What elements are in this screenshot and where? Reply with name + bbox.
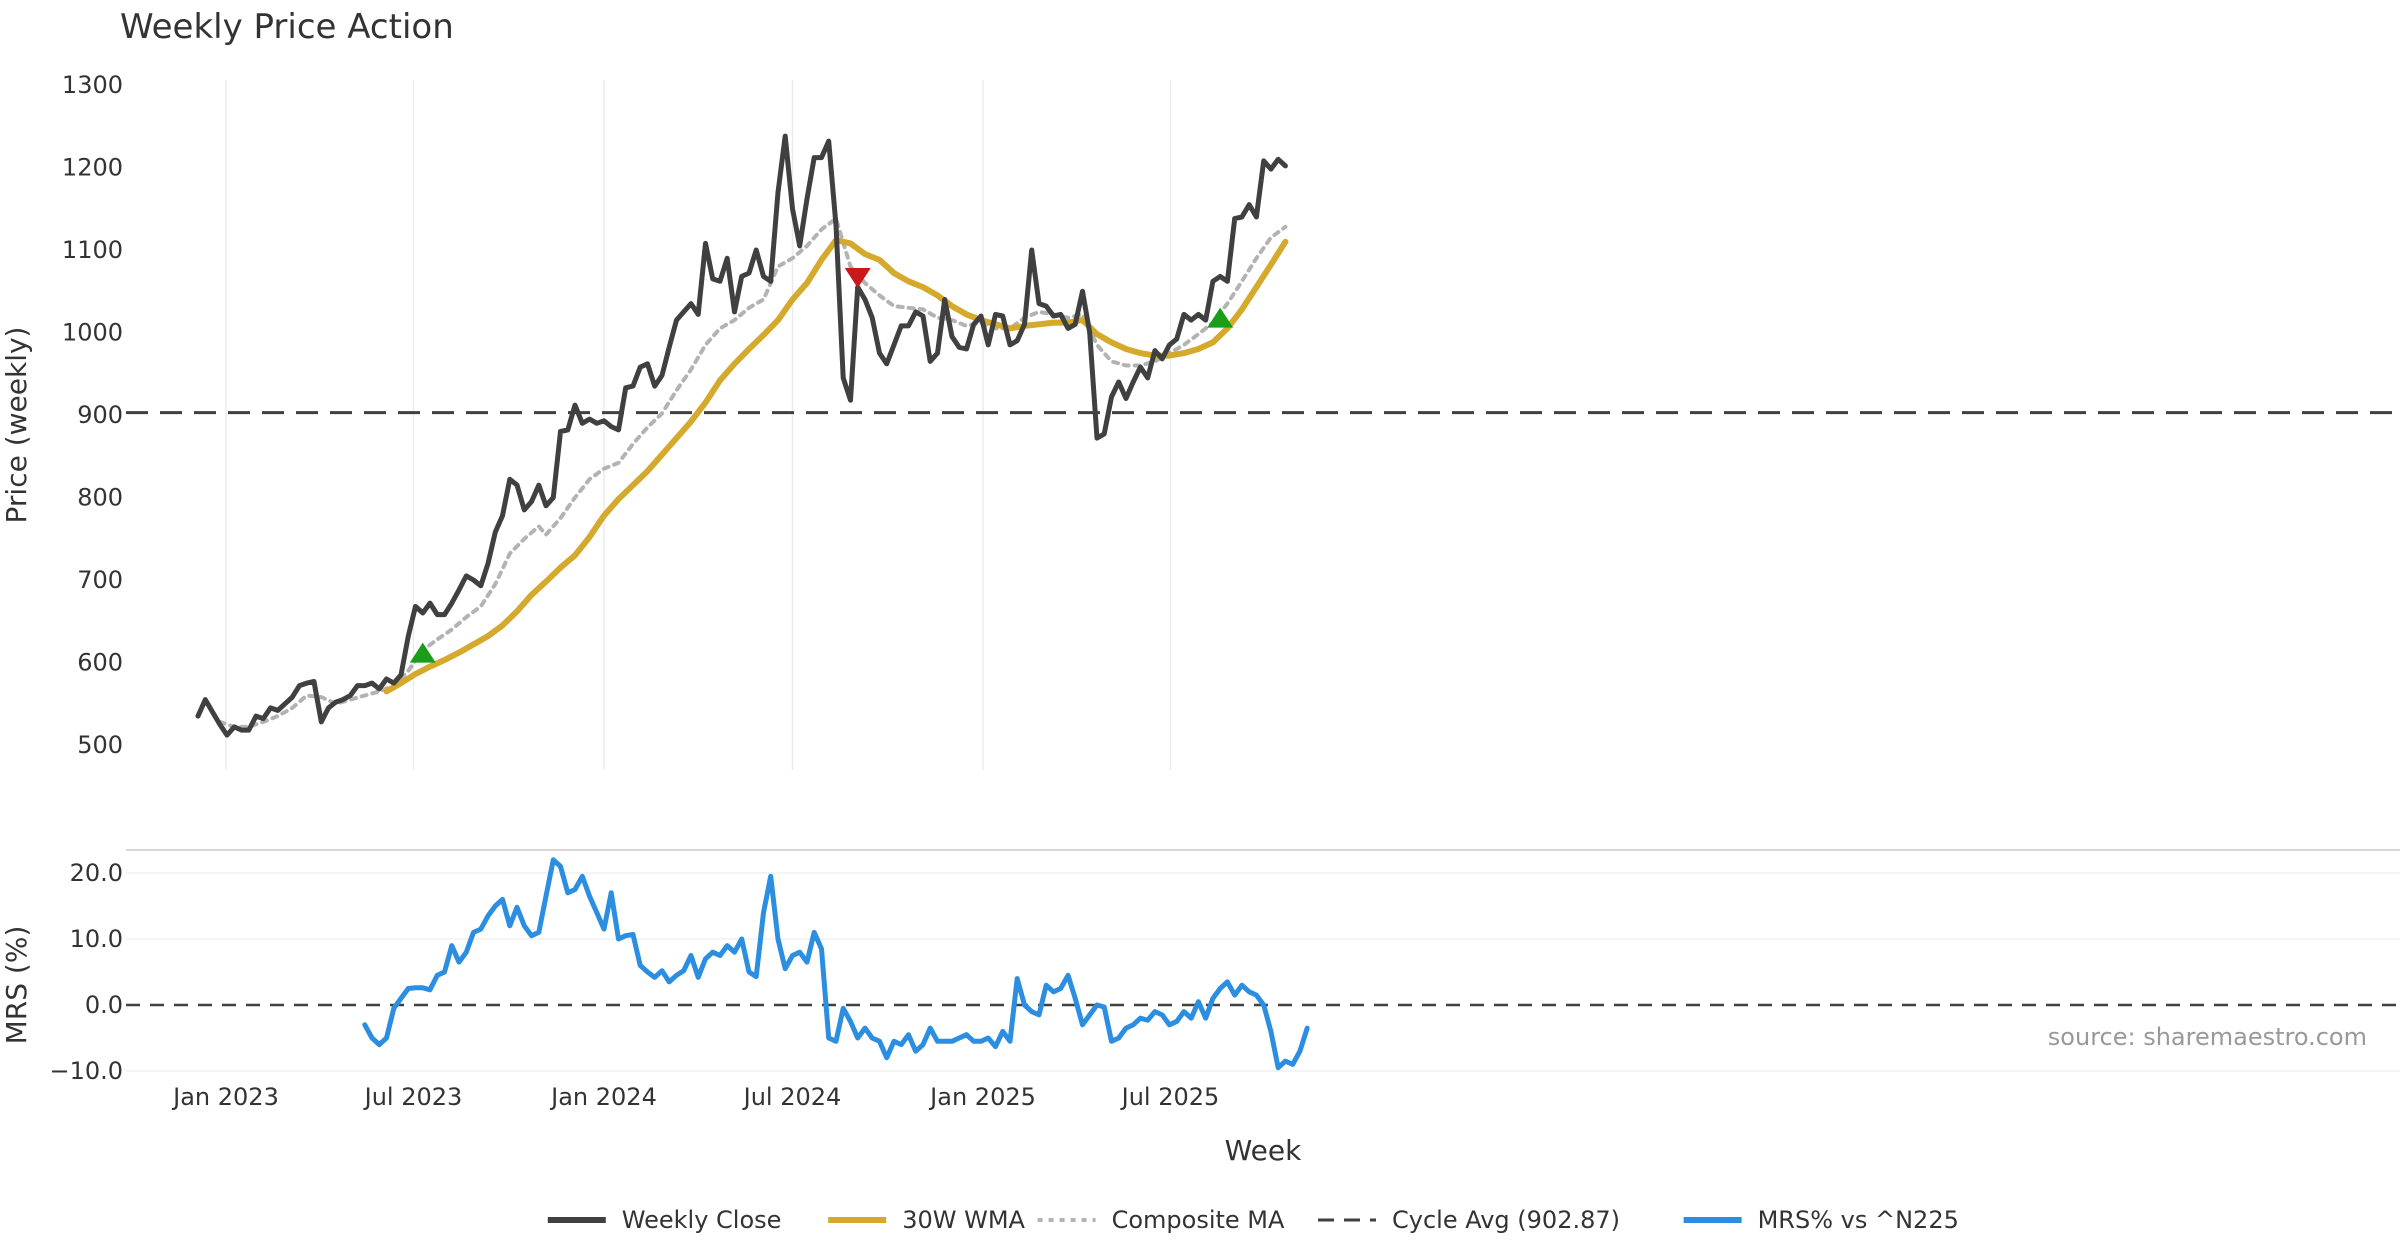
price-y-tick-label: 600 [77,649,123,677]
mrs-y-axis-label: MRS (%) [0,926,33,1045]
legend-item: 30W WMA [828,1206,1026,1234]
legend-item: Weekly Close [547,1206,782,1234]
signal-markers [409,268,1234,663]
legend-item: Composite MA [1037,1206,1285,1234]
x-tick-label: Jan 2024 [549,1083,657,1111]
x-tick-label: Jul 2025 [1120,1083,1220,1111]
legend-label: Cycle Avg (902.87) [1392,1206,1620,1234]
grid [126,80,2400,1072]
price-y-axis-label: Price (weekly) [0,327,33,524]
x-axis-ticks: Jan 2023 Jul 2023 Jan 2024 Jul 2024 Jan 2025… [171,1083,1219,1111]
mrs-line [362,857,1310,1071]
price-y-tick-label: 800 [77,484,123,512]
legend-item: Cycle Avg (902.87) [1318,1206,1620,1234]
mrs-y-tick-label: 20.0 [70,859,123,887]
x-axis-label: Week [1225,1134,1302,1167]
buy-signal-marker [409,642,436,663]
price-y-tick-label: 1000 [62,319,123,347]
legend-label: MRS% vs ^N225 [1758,1206,1959,1234]
legend-label: 30W WMA [902,1206,1025,1234]
price-y-tick-label: 700 [77,566,123,594]
weekly-close-line [195,133,1288,738]
legend-label: Weekly Close [622,1206,782,1234]
price-y-tick-label: 900 [77,401,123,429]
x-tick-label: Jan 2023 [171,1083,279,1111]
chart-title: Weekly Price Action [120,7,454,47]
mrs-y-tick-label: 10.0 [70,925,123,953]
price-y-tick-label: 1100 [62,236,123,264]
x-tick-label: Jan 2025 [928,1083,1036,1111]
mrs-y-ticks: 20.0 10.0 0.0 −10.0 [49,859,123,1085]
mrs-y-tick-label: −10.0 [49,1057,123,1085]
x-tick-label: Jul 2023 [363,1083,463,1111]
legend-label: Composite MA [1112,1206,1285,1234]
legend-item: MRS% vs ^N225 [1683,1206,1959,1234]
price-y-tick-label: 1300 [62,71,123,99]
price-y-tick-label: 1200 [62,154,123,182]
price-y-tick-label: 500 [77,731,123,759]
legend: Weekly Close 30W WMA Composite MA Cycle Avg… [547,1206,1959,1234]
series [195,133,1310,1071]
source-note: source: sharemaestro.com [2048,1023,2367,1051]
composite-ma-line [217,216,1288,729]
buy-signal-marker [1207,307,1234,328]
mrs-y-tick-label: 0.0 [85,991,123,1019]
sell-signal-marker [844,268,871,289]
price-y-ticks: 500 600 700 800 900 1000 1100 1200 1300 [62,71,123,759]
x-tick-label: Jul 2024 [742,1083,842,1111]
